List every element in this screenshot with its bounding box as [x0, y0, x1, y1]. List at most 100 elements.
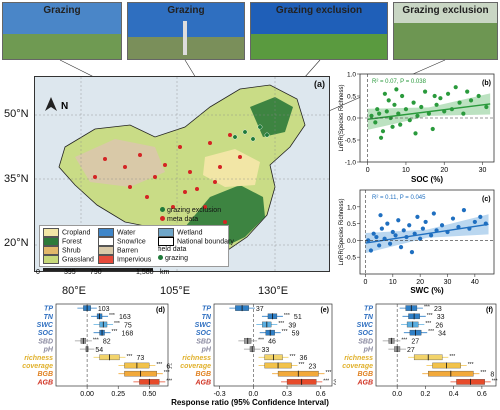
scale-tick: 790: [90, 269, 102, 276]
fit-line: [365, 223, 489, 244]
data-point: [407, 118, 412, 123]
significance-label: ***: [480, 370, 486, 376]
legend-swatch: [43, 246, 59, 255]
legend-item: meta data: [160, 216, 198, 223]
plot-frame: [375, 303, 497, 387]
significance-label: ***: [109, 313, 115, 319]
panel-tag: (d): [156, 307, 165, 314]
x-tick-label: 0.0: [392, 391, 402, 398]
photo-ground: [3, 33, 121, 59]
row-label: TN: [364, 314, 374, 321]
map-legend: Cropland Forest Shrub Grassland Water Sn…: [39, 225, 234, 267]
legend-item: Barren: [98, 246, 138, 255]
legend-swatch: [98, 228, 114, 237]
data-point: [374, 234, 379, 240]
row-label: pH: [201, 347, 212, 354]
row-label: pH: [363, 347, 374, 354]
legend-item: Water: [98, 228, 135, 237]
row-label: TP: [44, 306, 53, 313]
significance-label: ***: [326, 370, 332, 376]
photo-sky: [251, 3, 387, 34]
data-point: [418, 236, 423, 241]
legend-item: Impervious: [98, 255, 151, 264]
data-point: [387, 241, 393, 246]
row-label: AGB: [36, 379, 53, 386]
x-tick-label: 0.3: [282, 391, 292, 398]
data-point: [400, 93, 405, 99]
significance-label: ***: [164, 370, 170, 376]
data-point: [461, 111, 466, 116]
significance-label: ***: [278, 321, 284, 327]
scatter-b: 0 10 20 30 -1.0 -0.5 0.0 0.5 1.0 R² = 0.07, P = …: [339, 72, 495, 184]
sample-size-label: 54: [95, 347, 103, 354]
data-point: [409, 250, 415, 255]
legend-item: Grassland: [43, 255, 94, 264]
data-point: [390, 124, 395, 129]
data-point: [419, 104, 424, 110]
data-point: [377, 243, 382, 248]
sample-size-label: 75: [124, 322, 132, 329]
legend-swatch: [98, 246, 114, 255]
scatter-c: 0 10 20 30 40 -0.5 0.0 0.5 1.0 R² = 0.11, P = 0.…: [339, 189, 495, 295]
significance-label: ***: [401, 337, 407, 343]
row-label: coverage: [180, 363, 211, 370]
data-point: [378, 135, 384, 140]
axes-c: 0 10 20 30 40 -0.5 0.0 0.5 1.0: [345, 190, 494, 286]
x-tick-label: -0.3: [214, 391, 226, 398]
data-point: [378, 213, 383, 218]
north-label: N: [61, 101, 69, 112]
y-tick-label: 0.0: [347, 238, 356, 245]
sample-size-label: 34: [438, 331, 446, 338]
row-label: SWC: [37, 322, 54, 329]
sample-size-label: 103: [98, 306, 110, 313]
data-point: [472, 219, 477, 225]
barren-region: [75, 139, 165, 187]
x-tick-label: 30: [479, 167, 487, 174]
data-point: [445, 91, 451, 96]
annotation: R² = 0.11, P = 0.045: [372, 195, 426, 201]
row-label: BGB: [357, 371, 373, 378]
y-tick-label: 0.5: [347, 221, 356, 228]
data-point: [434, 102, 439, 107]
sample-size-label: 33: [437, 314, 445, 321]
fence-post: [183, 21, 187, 55]
y-tick-label: 0.0: [347, 116, 356, 123]
photo-exclusion-1: Grazing exclusion: [250, 2, 388, 60]
photo-grazing-1: Grazing: [2, 2, 122, 60]
legend-swatch: [43, 237, 59, 246]
panel-tag: (f): [486, 307, 493, 314]
data-point: [453, 85, 458, 90]
data-point: [377, 111, 382, 116]
row-label: coverage: [22, 363, 53, 370]
photo-title: Grazing: [43, 5, 81, 16]
row-label: coverage: [342, 363, 373, 370]
lat-label: 50°N: [4, 108, 29, 120]
row-label: TP: [364, 306, 373, 313]
x-tick-label: 0.50: [143, 391, 157, 398]
data-point: [407, 223, 412, 228]
data-point: [476, 93, 481, 99]
legend-item: National boundary: [158, 237, 234, 246]
photo-exclusion-2: Grazing exclusion: [393, 2, 498, 60]
data-point: [484, 104, 489, 110]
y-tick-label: -0.5: [345, 255, 357, 262]
legend-label: Forest: [62, 238, 82, 246]
data-point: [426, 111, 432, 116]
significance-label: ***: [156, 362, 162, 368]
row-label: TN: [44, 314, 54, 321]
data-point: [415, 214, 420, 219]
row-label: BGB: [37, 371, 53, 378]
row-label: richness: [182, 355, 211, 362]
x-tick-label: 0.2: [421, 391, 431, 398]
significance-label: ***: [428, 329, 434, 335]
data-point: [380, 129, 386, 134]
field-data-title: field data: [158, 246, 187, 253]
points-b: [369, 85, 489, 140]
lat-label: 35°N: [4, 173, 29, 185]
map-tag: (a): [314, 79, 325, 89]
data-point: [450, 216, 456, 221]
significance-label: ***: [492, 378, 498, 384]
significance-label: ***: [323, 378, 329, 384]
photo-title: Grazing exclusion: [402, 5, 489, 16]
